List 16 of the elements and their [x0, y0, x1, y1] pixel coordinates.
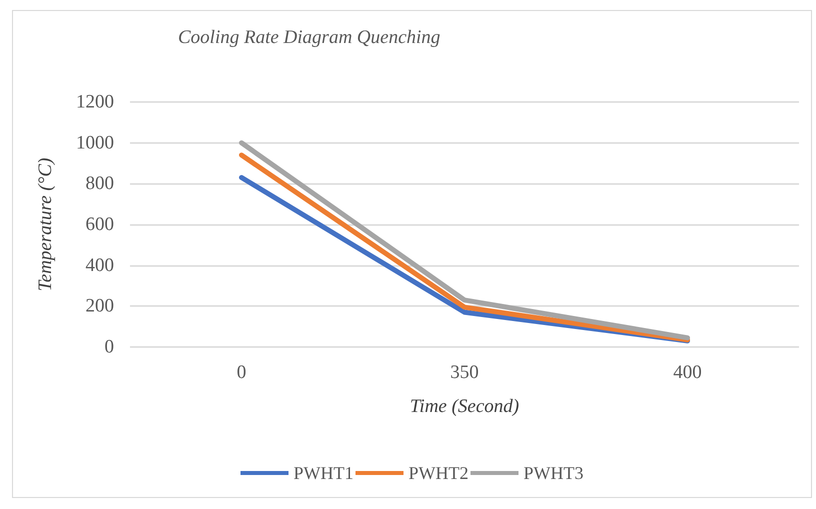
y-tick-label: 0: [104, 336, 114, 358]
x-axis-title: Time (Second): [410, 396, 520, 417]
y-axis-title: Temperature (°C): [35, 158, 56, 292]
legend-label: PWHT1: [294, 463, 354, 483]
y-tick-label: 800: [86, 173, 114, 194]
x-tick-label: 0: [236, 362, 246, 383]
legend-label: PWHT3: [523, 463, 584, 483]
y-tick-label: 1000: [76, 132, 114, 154]
y-tick-label: 1200: [76, 92, 114, 112]
y-tick-label: 400: [86, 254, 114, 276]
y-tick-label: 200: [86, 296, 114, 317]
legend-label: PWHT2: [408, 463, 469, 483]
y-tick-label: 600: [86, 214, 114, 235]
chart-title: Cooling Rate Diagram Quenching: [178, 27, 440, 48]
x-tick-label: 400: [673, 362, 702, 383]
x-tick-label: 350: [450, 362, 479, 383]
